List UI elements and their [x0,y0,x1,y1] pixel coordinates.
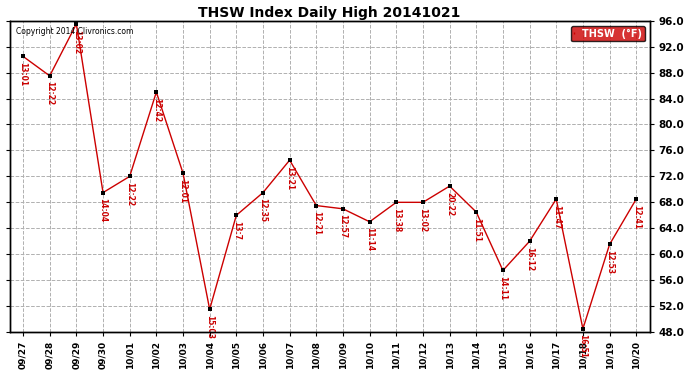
Text: 12:01: 12:01 [179,179,188,203]
Point [444,183,455,189]
Point [471,209,482,215]
Text: 13:01: 13:01 [19,62,28,86]
Text: Copyright 2014 Clivronics.com: Copyright 2014 Clivronics.com [16,27,133,36]
Text: 11:51: 11:51 [472,217,481,242]
Text: 13:38: 13:38 [392,208,401,232]
Text: 12:22: 12:22 [125,182,134,206]
Point [364,219,375,225]
Point [578,326,589,332]
Text: 20:22: 20:22 [445,192,454,216]
Point [151,89,162,95]
Legend: THSW  (°F): THSW (°F) [571,26,644,42]
Text: 13:02: 13:02 [72,30,81,54]
Text: 15:03: 15:03 [205,315,214,339]
Text: 12:35: 12:35 [259,198,268,222]
Text: 12:53: 12:53 [605,250,614,274]
Point [44,73,55,79]
Point [71,21,82,27]
Point [97,190,108,196]
Text: 16:12: 16:12 [525,247,534,271]
Point [230,212,241,218]
Point [524,238,535,244]
Text: 11:14: 11:14 [365,227,374,252]
Point [310,202,322,208]
Title: THSW Index Daily High 20141021: THSW Index Daily High 20141021 [199,6,461,20]
Text: 11:47: 11:47 [552,205,561,229]
Point [417,200,428,206]
Text: 13:21: 13:21 [285,166,294,190]
Point [257,190,268,196]
Text: 12:41: 12:41 [632,205,641,229]
Point [284,157,295,163]
Point [551,196,562,202]
Point [391,200,402,206]
Point [204,306,215,312]
Text: 14:11: 14:11 [498,276,507,300]
Text: 13:7: 13:7 [232,221,241,240]
Point [177,170,188,176]
Text: 12:57: 12:57 [339,214,348,238]
Text: 16:51: 16:51 [578,334,587,358]
Text: 13:02: 13:02 [418,208,427,232]
Text: 12:22: 12:22 [46,81,55,105]
Point [497,267,509,273]
Point [337,206,348,212]
Point [631,196,642,202]
Text: 12:42: 12:42 [152,98,161,122]
Point [124,173,135,179]
Text: 12:21: 12:21 [312,211,321,235]
Text: 14:04: 14:04 [99,198,108,222]
Point [604,242,615,248]
Point [17,53,28,59]
